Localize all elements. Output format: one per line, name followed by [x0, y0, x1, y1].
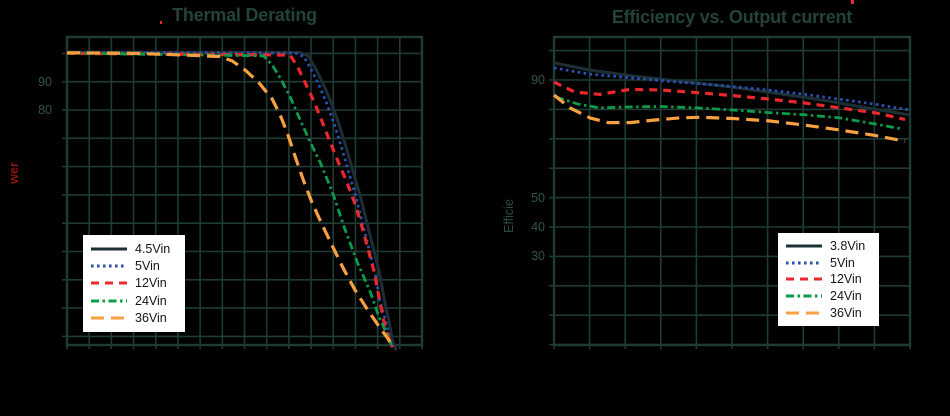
legend-line-sample-36Vin [91, 316, 127, 320]
legend-line-sample-12Vin [91, 281, 127, 285]
legend-label: 24Vin [830, 289, 862, 304]
legend-line-sample-3.8Vin [786, 244, 822, 248]
left-chart-ytick-90: 90 [38, 74, 52, 89]
left-chart-title: Thermal Derating [172, 5, 317, 25]
series-line-36Vin [552, 93, 906, 143]
legend-label: 5Vin [135, 259, 160, 274]
legend-item-5Vin: 5Vin [90, 259, 178, 273]
legend-item-24Vin: 24Vin [785, 289, 872, 303]
legend-label: 12Vin [830, 272, 862, 287]
legend-label: 4.5Vin [135, 241, 171, 256]
legend-item-24Vin: 24Vin [90, 294, 178, 308]
legend-label: 36Vin [830, 305, 862, 320]
series-line-4.5Vin [66, 50, 398, 351]
series-line-3.8Vin [553, 61, 911, 117]
left-chart-ytick-80: 80 [38, 103, 52, 117]
legend-line-sample-12Vin [786, 277, 822, 281]
right-chart-ytick-30: 30 [531, 249, 545, 264]
legend-line-sample-5Vin [786, 261, 822, 265]
legend-line-sample-24Vin [91, 299, 127, 303]
legend-label: 36Vin [135, 311, 167, 326]
right-chart-title: Efficiency vs. Output current [611, 7, 853, 27]
series-line-12Vin [553, 80, 906, 121]
right-chart-ytick-40: 40 [531, 220, 545, 234]
series-line-5Vin [66, 51, 396, 350]
red-speck-top-right [851, 0, 854, 4]
series-line-12Vin [66, 51, 394, 348]
legend-item-5Vin: 5Vin [785, 256, 872, 270]
red-dot-under-title [160, 21, 162, 24]
legend-item-4.5Vin: 4.5Vin [90, 242, 178, 256]
legend-line-sample-24Vin [786, 294, 822, 298]
right-chart-legend: 3.8Vin 5Vin 12Vin 24Vin 36Vin [778, 233, 879, 326]
series-line-36Vin [66, 51, 394, 348]
plot-border [65, 35, 424, 347]
legend-item-3.8Vin: 3.8Vin [785, 239, 872, 253]
legend-label: 3.8Vin [830, 239, 866, 254]
legend-item-36Vin: 36Vin [785, 306, 872, 320]
legend-label: 5Vin [830, 255, 855, 270]
left-chart-plot [62, 35, 424, 351]
legend-line-sample-36Vin [786, 311, 822, 315]
legend-line-sample-5Vin [91, 264, 127, 268]
right-chart-plot [549, 35, 912, 349]
legend-label: 12Vin [135, 276, 167, 291]
series-line-24Vin [555, 95, 904, 131]
right-chart-ytick-50: 50 [531, 190, 545, 205]
legend-line-sample-4.5Vin [91, 247, 127, 251]
right-chart-ytick-90: 90 [531, 73, 545, 87]
legend-item-12Vin: 12Vin [90, 276, 178, 290]
left-chart-legend: 4.5Vin 5Vin 12Vin 24Vin 36Vin [83, 235, 185, 332]
series-line-24Vin [66, 51, 393, 346]
legend-label: 24Vin [135, 293, 167, 308]
left-chart-y-axis-label-fragment: wer [7, 162, 21, 184]
legend-item-36Vin: 36Vin [90, 311, 178, 325]
legend-item-12Vin: 12Vin [785, 272, 872, 286]
plot-border [552, 35, 912, 347]
